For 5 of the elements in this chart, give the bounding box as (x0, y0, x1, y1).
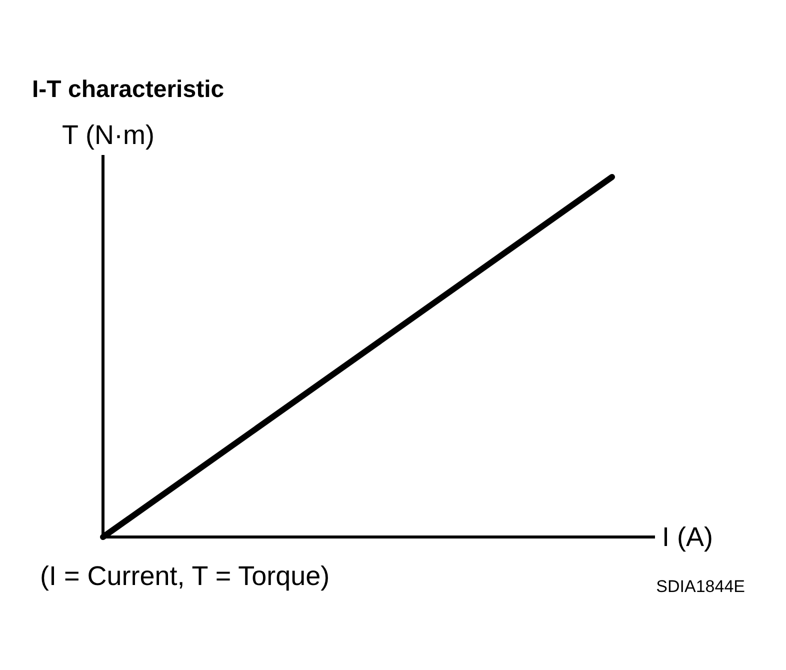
y-axis-title: T (N·m) (62, 120, 154, 150)
x-axis-title: I (A) (662, 522, 713, 552)
text: SDIA1844E (656, 577, 745, 596)
chart-title: I-T characteristic (32, 76, 224, 103)
text: (I = Current, T = Torque) (40, 561, 330, 591)
